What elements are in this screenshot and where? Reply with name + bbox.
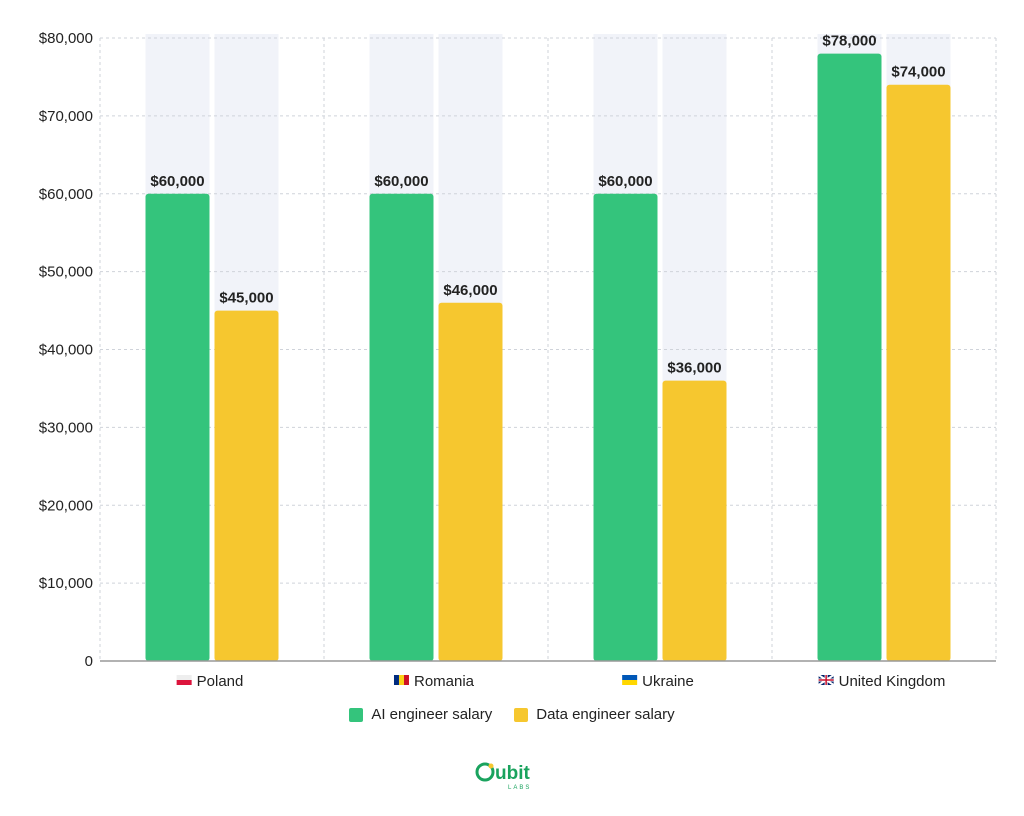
- bar-value-label: $78,000: [822, 33, 876, 50]
- bar-chart: 0 $10,000 $20,000 $30,000 $40,000 $50,000 $60,…: [39, 30, 997, 690]
- x-tick-label: Ukraine: [642, 673, 694, 690]
- y-tick-label: $80,000: [39, 30, 93, 47]
- x-tick-label: Poland: [197, 673, 244, 690]
- y-tick-label: $60,000: [39, 186, 93, 203]
- svg-text:LABS: LABS: [508, 785, 531, 791]
- bar-data-salary: [886, 84, 951, 662]
- y-tick-label: $10,000: [39, 575, 93, 592]
- legend-swatch-ai: [349, 707, 364, 722]
- y-tick-label: $50,000: [39, 264, 93, 281]
- x-tick-label: Romania: [414, 673, 475, 690]
- bar-ai-salary: [145, 193, 210, 661]
- bar-value-label: $36,000: [667, 360, 721, 377]
- bar-value-label: $60,000: [374, 173, 428, 190]
- poland-flag-icon: [176, 675, 192, 685]
- y-tick-label: $20,000: [39, 497, 93, 514]
- bar-value-label: $45,000: [219, 290, 273, 307]
- bar-ai-salary: [817, 53, 882, 661]
- bar-value-label: $46,000: [443, 282, 497, 299]
- bar-data-salary: [214, 310, 279, 661]
- chart-legend: AI engineer salary Data engineer salary: [0, 706, 1024, 723]
- legend-item-data[interactable]: Data engineer salary: [514, 706, 675, 723]
- legend-swatch-data: [514, 707, 529, 722]
- bar-ai-salary: [593, 193, 658, 661]
- legend-label-ai: AI engineer salary: [371, 706, 493, 723]
- bar-ai-salary: [369, 193, 434, 661]
- legend-label-data: Data engineer salary: [536, 706, 675, 723]
- bar-data-salary: [662, 380, 727, 661]
- legend-item-ai[interactable]: AI engineer salary: [349, 706, 492, 723]
- x-tick-label: United Kingdom: [839, 673, 946, 690]
- bar-value-label: $60,000: [150, 173, 204, 190]
- uk-flag-icon: [818, 674, 835, 686]
- qubit-labs-logo: ubit LABS: [0, 758, 1024, 799]
- bar-value-label: $60,000: [598, 173, 652, 190]
- bar-data-salary: [438, 302, 503, 661]
- bar-value-label: $74,000: [891, 64, 945, 81]
- y-tick-label: $40,000: [39, 342, 93, 359]
- romania-flag-icon: [393, 675, 409, 685]
- y-tick-label: 0: [85, 653, 93, 670]
- ukraine-flag-icon: [622, 675, 638, 685]
- svg-text:ubit: ubit: [495, 763, 530, 784]
- qubit-labs-logo-graphic: ubit LABS: [475, 762, 531, 791]
- y-tick-label: $70,000: [39, 108, 93, 125]
- y-tick-label: $30,000: [39, 419, 93, 436]
